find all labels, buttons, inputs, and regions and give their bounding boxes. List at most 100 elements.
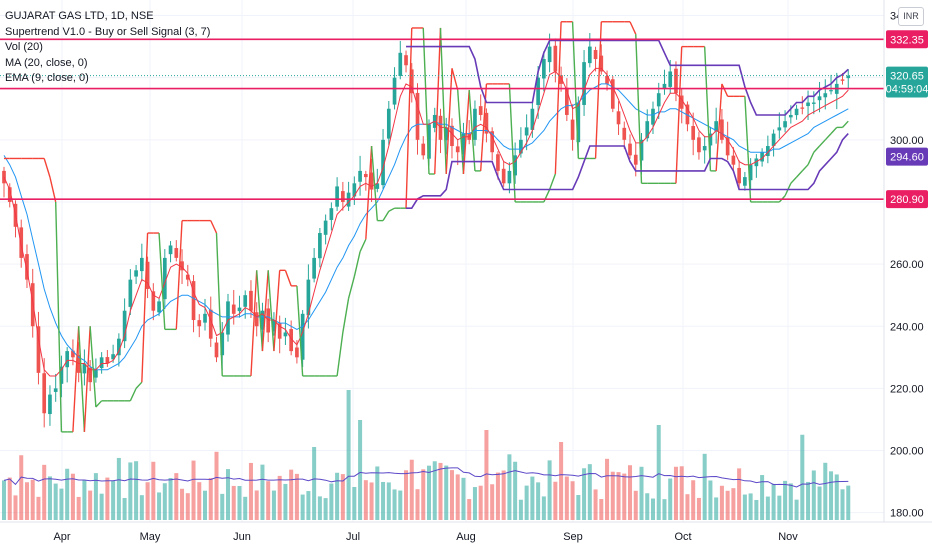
supertrend-segment xyxy=(571,21,580,159)
candle xyxy=(283,332,288,337)
volume-bar xyxy=(375,466,380,520)
supertrend-segment xyxy=(296,285,304,377)
volume-bar xyxy=(559,442,564,520)
time-axis[interactable]: Apr May Jun Jul Aug Sep Oct Nov xyxy=(53,531,798,543)
candle xyxy=(145,261,150,289)
candle xyxy=(760,152,764,162)
supertrend-segment xyxy=(359,238,367,252)
volume-bar xyxy=(42,464,47,520)
price-label: 294.60 xyxy=(890,152,924,164)
candle xyxy=(846,75,851,79)
volume-bar xyxy=(438,462,443,520)
supertrend-segment xyxy=(135,381,143,389)
volume-bar xyxy=(501,470,506,520)
candle xyxy=(134,270,138,277)
volume-bar xyxy=(794,499,799,520)
supertrend-segment xyxy=(77,326,86,432)
volume-bar xyxy=(834,474,839,520)
supertrend-segment xyxy=(629,21,637,35)
candle xyxy=(191,281,196,321)
y-tick-label: 180.00 xyxy=(890,508,924,520)
volume-bar xyxy=(47,476,52,520)
candle xyxy=(220,332,225,356)
supertrend-segment xyxy=(336,332,344,377)
volume-bar xyxy=(99,493,104,520)
volume-bar xyxy=(507,454,512,520)
candle xyxy=(708,133,713,146)
candle xyxy=(289,329,293,352)
candle xyxy=(450,125,454,147)
candle xyxy=(323,220,328,235)
legend-title: GUJARAT GAS LTD, 1D, NSE xyxy=(5,10,154,22)
volume-bar xyxy=(455,474,460,520)
volume-bar xyxy=(696,497,701,520)
candle xyxy=(731,155,736,165)
volume-bar xyxy=(415,489,420,520)
volume-bar xyxy=(88,490,93,520)
supertrend-segment xyxy=(405,27,413,209)
candle xyxy=(530,108,535,130)
volume-bar xyxy=(352,487,357,520)
candle xyxy=(111,354,115,360)
volume-bar xyxy=(467,499,472,520)
volume-bar xyxy=(128,462,133,520)
candle xyxy=(415,92,420,140)
candle xyxy=(616,111,621,125)
volume-bar xyxy=(283,483,288,520)
x-tick-label: May xyxy=(140,531,161,543)
candle xyxy=(341,191,345,202)
grid-lines xyxy=(0,0,884,522)
candle xyxy=(679,95,684,109)
candle xyxy=(369,172,374,190)
supertrend-segment xyxy=(819,139,826,147)
volume-bar xyxy=(346,390,351,520)
supertrend-segment xyxy=(353,251,361,277)
candle xyxy=(501,168,506,184)
candle xyxy=(507,170,512,184)
candle xyxy=(375,183,380,189)
candle xyxy=(151,291,156,311)
candle xyxy=(444,127,449,141)
volume-bar xyxy=(335,472,340,520)
supertrend-segment xyxy=(89,326,97,408)
candle xyxy=(277,323,282,339)
x-tick-label: Apr xyxy=(53,531,70,543)
volume-bar xyxy=(162,483,167,520)
volume-bar xyxy=(139,495,144,520)
candle xyxy=(105,357,110,364)
candle xyxy=(272,320,276,332)
volume-bar xyxy=(116,457,121,520)
supertrend-segment xyxy=(54,201,63,432)
volume-bar xyxy=(742,494,747,520)
volume-bar xyxy=(404,470,409,520)
candle xyxy=(329,208,334,220)
candle xyxy=(306,279,311,316)
supertrend-segment xyxy=(635,34,643,184)
volume-bar xyxy=(737,468,742,520)
currency-label[interactable]: INR xyxy=(898,7,924,26)
volume-bar xyxy=(13,495,18,520)
volume-bar xyxy=(811,470,816,520)
supertrend-segment xyxy=(554,21,562,175)
candle xyxy=(570,119,575,140)
candle xyxy=(128,279,133,307)
candle xyxy=(777,127,782,131)
candle xyxy=(748,164,753,181)
volume-bar xyxy=(639,466,644,520)
volume-bar xyxy=(381,481,386,520)
volume-bar xyxy=(151,461,156,520)
volume-bar xyxy=(650,498,655,520)
x-tick-label: Aug xyxy=(456,531,476,543)
volume-bar xyxy=(203,490,208,520)
volume-bar xyxy=(461,477,466,520)
candle xyxy=(386,108,391,139)
volume-bar xyxy=(472,487,477,520)
supertrend-segment xyxy=(721,83,729,97)
supertrend-segment xyxy=(790,176,798,184)
candle xyxy=(553,45,558,72)
volume-bars xyxy=(1,390,851,520)
candle xyxy=(702,146,707,151)
volume-bar xyxy=(777,495,782,520)
supertrend-segment xyxy=(445,68,453,175)
